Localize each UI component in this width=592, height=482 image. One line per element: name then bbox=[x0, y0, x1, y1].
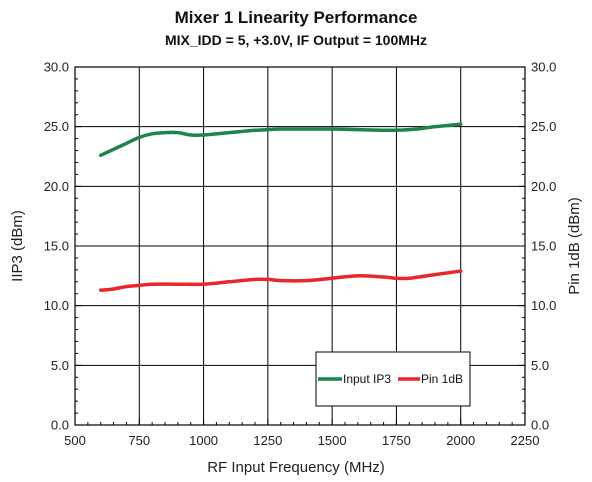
y-right-tick-label: 0.0 bbox=[531, 418, 549, 433]
x-tick-label: 750 bbox=[128, 433, 150, 448]
grid bbox=[75, 67, 525, 425]
legend-label-input-ip3: Input IP3 bbox=[343, 372, 391, 386]
legend-label-pin-1db: Pin 1dB bbox=[421, 372, 463, 386]
y-right-tick-label: 30.0 bbox=[531, 60, 556, 75]
x-tick-label: 1500 bbox=[318, 433, 347, 448]
y-axis-left-label: IIP3 (dBm) bbox=[9, 210, 26, 282]
series-line-input-ip3 bbox=[98, 122, 463, 158]
x-tick-label: 2000 bbox=[446, 433, 475, 448]
axis-ticks bbox=[74, 66, 526, 426]
y-left-tick-label: 25.0 bbox=[44, 119, 69, 134]
y-right-tick-label: 25.0 bbox=[531, 119, 556, 134]
y-right-tick-label: 10.0 bbox=[531, 298, 556, 313]
y-right-tick-label: 20.0 bbox=[531, 179, 556, 194]
y-axis-right-label: Pin 1dB (dBm) bbox=[566, 197, 583, 295]
y-right-tick-label: 15.0 bbox=[531, 239, 556, 254]
chart-subtitle: MIX_IDD = 5, +3.0V, IF Output = 100MHz bbox=[165, 32, 427, 48]
y-left-tick-label: 30.0 bbox=[44, 60, 69, 75]
chart-title: Mixer 1 Linearity Performance bbox=[175, 8, 418, 27]
x-tick-label: 2250 bbox=[511, 433, 540, 448]
x-tick-label: 500 bbox=[64, 433, 86, 448]
tick-labels: 0.0 0.0 5.0 5.0 10.0 10.0 15.0 15.0 20.0 20.0 25.0… bbox=[44, 60, 557, 449]
x-tick-label: 1750 bbox=[382, 433, 411, 448]
x-axis-label: RF Input Frequency (MHz) bbox=[207, 459, 385, 476]
y-right-tick-label: 5.0 bbox=[531, 358, 549, 373]
x-tick-label: 1000 bbox=[189, 433, 218, 448]
legend: Input IP3 Pin 1dB bbox=[315, 351, 471, 407]
y-left-tick-label: 20.0 bbox=[44, 179, 69, 194]
series-line-pin-1db bbox=[98, 269, 463, 292]
series-lines bbox=[98, 122, 463, 292]
x-tick-label: 1250 bbox=[253, 433, 282, 448]
y-left-tick-label: 15.0 bbox=[44, 239, 69, 254]
y-left-tick-label: 10.0 bbox=[44, 298, 69, 313]
y-left-tick-label: 0.0 bbox=[51, 418, 69, 433]
y-left-tick-label: 5.0 bbox=[51, 358, 69, 373]
